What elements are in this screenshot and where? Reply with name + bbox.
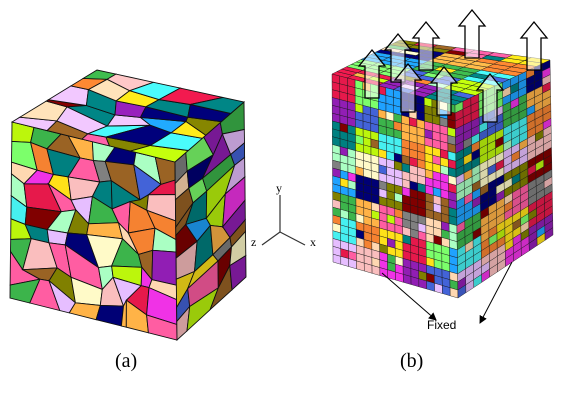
- load-arrow: [393, 62, 423, 113]
- fixed-arrow-1: [381, 272, 437, 321]
- x-axis-label: x: [310, 235, 316, 249]
- z-axis-line: [261, 231, 281, 246]
- grain-cell-front: [68, 302, 101, 321]
- grain-cell-side: [229, 254, 247, 291]
- load-arrow: [519, 20, 549, 71]
- voxel-cell-side: [544, 227, 554, 241]
- grain-cell-top: [190, 96, 245, 114]
- grain-cell-front: [151, 249, 177, 286]
- load-arrow: [429, 65, 459, 116]
- load-arrow: [475, 72, 505, 123]
- z-axis-label: z: [251, 235, 256, 249]
- voxel-mesh-cube: [331, 39, 554, 299]
- load-arrows: [357, 8, 549, 123]
- voronoi-grain-cube: [9, 69, 247, 342]
- load-arrow: [457, 8, 487, 59]
- x-axis-line: [279, 231, 306, 246]
- fixed-arrow-2: [479, 261, 513, 324]
- y-axis-label: y: [276, 181, 282, 195]
- fixed-pointer-arrows: [381, 261, 513, 324]
- caption-b: (b): [400, 350, 424, 372]
- load-arrow: [357, 48, 387, 99]
- fixed-label: Fixed: [427, 318, 457, 332]
- caption-a: (a): [115, 350, 138, 372]
- grain-cell-front: [95, 304, 124, 327]
- load-arrow: [411, 20, 441, 71]
- coordinate-axes: y x z: [251, 181, 316, 249]
